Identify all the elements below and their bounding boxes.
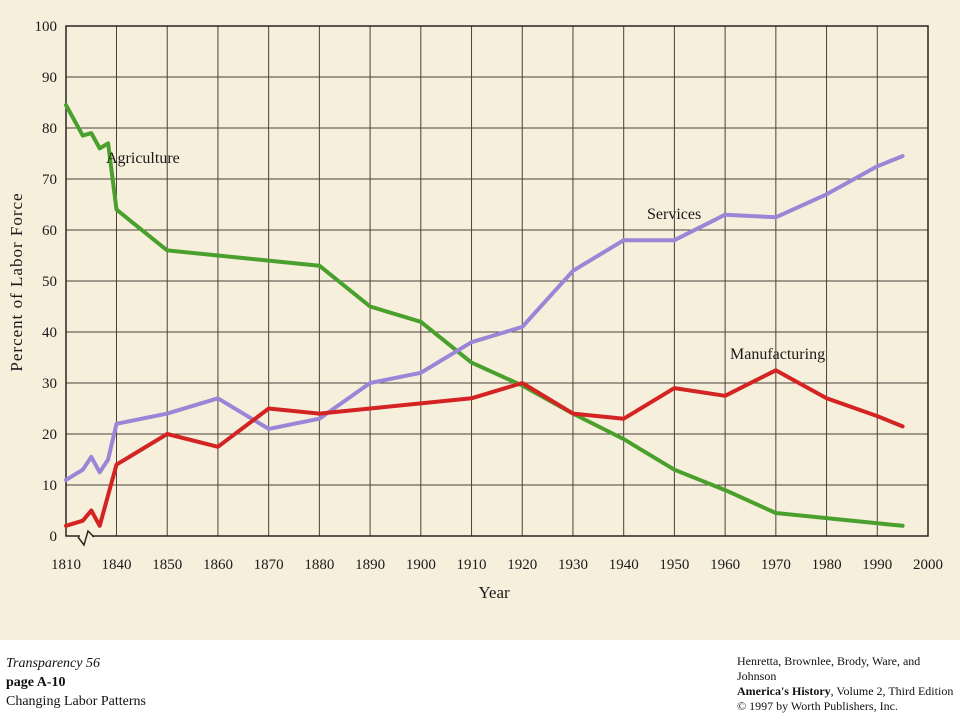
axis-break-mark (77, 529, 95, 547)
y-tick-60: 60 (42, 223, 57, 239)
x-tick-1970: 1970 (761, 557, 791, 573)
x-tick-1890: 1890 (355, 557, 385, 573)
plot-frame (65, 25, 929, 537)
y-tick-40: 40 (42, 325, 57, 341)
page-reference: page A-10 (6, 675, 66, 690)
book-title: America's History (737, 684, 831, 698)
x-tick-1810: 1810 (51, 557, 81, 573)
labor-force-line-chart: Agriculture Services Manufacturing 1810 184… (7, 19, 943, 602)
x-axis-title: Year (478, 583, 510, 602)
y-tick-80: 80 (42, 121, 57, 137)
x-tick-1950: 1950 (659, 557, 689, 573)
series-line-services (64, 154, 905, 482)
axis-break-zigzag (77, 529, 95, 547)
footer-left: Transparency 56 page A-10 Changing Labor… (6, 654, 406, 711)
series-line-manufacturing (64, 368, 905, 528)
chart-panel (0, 0, 960, 640)
x-tick-2000: 2000 (913, 557, 943, 573)
x-tick-1900: 1900 (406, 557, 436, 573)
series-labels: Agriculture Services Manufacturing (106, 150, 825, 363)
book-line: America's History, Volume 2, Third Editi… (737, 684, 959, 699)
y-axis-title: Percent of Labor Force (7, 192, 26, 371)
x-tick-1920: 1920 (507, 557, 537, 573)
x-tick-1960: 1960 (710, 557, 740, 573)
x-tick-1910: 1910 (457, 557, 487, 573)
x-tick-1860: 1860 (203, 557, 233, 573)
series-label-manufacturing: Manufacturing (730, 346, 825, 363)
series-line-agriculture (64, 103, 905, 528)
authors: Henretta, Brownlee, Brody, Ware, and Joh… (737, 654, 921, 683)
grid (66, 26, 928, 536)
x-axis-ticks: 1810 1840 1850 1860 1870 1880 1890 1900 1910 1920… (51, 557, 943, 573)
x-tick-1930: 1930 (558, 557, 588, 573)
x-tick-1880: 1880 (304, 557, 334, 573)
y-tick-90: 90 (42, 70, 57, 86)
x-tick-1870: 1870 (254, 557, 284, 573)
y-tick-50: 50 (42, 274, 57, 290)
y-tick-70: 70 (42, 172, 57, 188)
x-tick-1850: 1850 (152, 557, 182, 573)
series-lines (64, 103, 905, 528)
copyright: © 1997 by Worth Publishers, Inc. (737, 699, 898, 713)
x-tick-1980: 1980 (812, 557, 842, 573)
series-label-services: Services (647, 206, 701, 223)
x-tick-1990: 1990 (862, 557, 892, 573)
y-tick-30: 30 (42, 376, 57, 392)
y-axis-ticks: 0 10 20 30 40 50 60 70 80 90 100 (35, 19, 58, 545)
x-tick-1840: 1840 (102, 557, 132, 573)
transparency-number: Transparency 56 (6, 656, 100, 671)
series-label-agriculture: Agriculture (106, 150, 180, 167)
y-tick-100: 100 (35, 19, 58, 35)
footer-right: Henretta, Brownlee, Brody, Ware, and Joh… (737, 654, 959, 714)
transparency-subject: Changing Labor Patterns (6, 694, 146, 709)
y-tick-0: 0 (50, 529, 58, 545)
y-tick-10: 10 (42, 478, 57, 494)
book-edition: , Volume 2, Third Edition (830, 684, 954, 698)
y-tick-20: 20 (42, 427, 57, 443)
x-tick-1940: 1940 (609, 557, 639, 573)
